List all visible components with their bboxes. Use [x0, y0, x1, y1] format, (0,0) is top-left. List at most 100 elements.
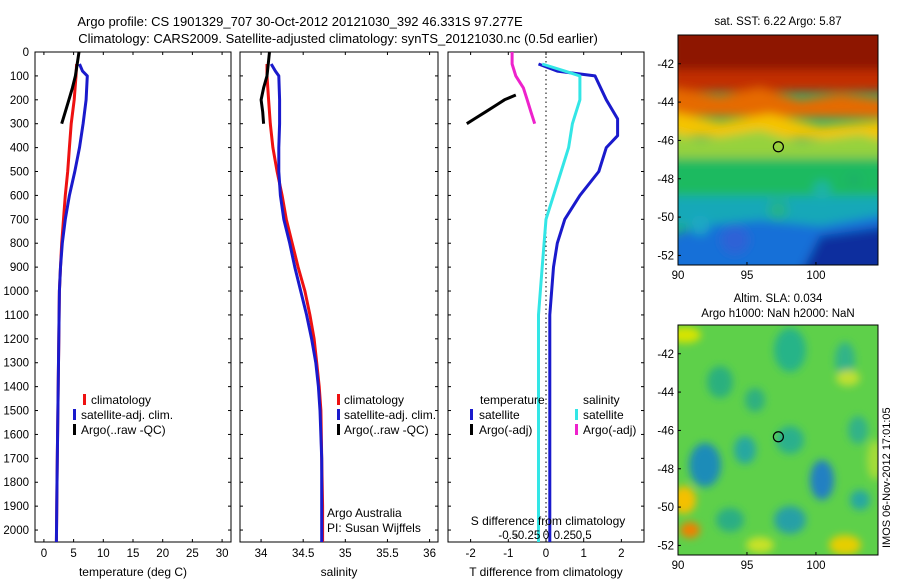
x-tick-layer: 0 5 10 15 20 25 30 34 34.5 35 35.5 36 -2 -1 0 1 2 -0.5-0.…	[41, 52, 625, 560]
depth-tick-label: 900	[10, 262, 29, 274]
figure-title-line2: Climatology: CARS2009. Satellite-adjuste…	[78, 31, 598, 46]
legend-swatch-satellite	[73, 409, 76, 420]
imos-timestamp-label: IMOS 06-Nov-2012 17:01:05	[881, 407, 893, 548]
depth-tick-label: 200	[10, 95, 29, 107]
depth-tick-label: 700	[10, 214, 29, 226]
series-line-satellite-temperature	[537, 62, 620, 542]
legend-label-temp-satellite: satellite	[479, 408, 520, 422]
legend-header-temperature: temperature	[480, 393, 545, 407]
depth-axis: 0 100 200 300 400 500 600 700 800 900 1000 1100 1200…	[3, 47, 644, 537]
x-tick-label: -2	[465, 548, 475, 560]
s-diff-tick-label: 0	[543, 530, 549, 542]
map-y-tick-label: -52	[657, 250, 674, 262]
sla-map-title-line2: Argo h1000: NaN h2000: NaN	[701, 308, 854, 320]
x-tick-label: 34.5	[292, 548, 314, 560]
salinity-legend: climatology satellite-adj. clim. Argo(..…	[337, 393, 436, 437]
t-difference-xlabel: T difference from climatology	[469, 565, 623, 579]
map-y-tick-label: -52	[657, 540, 674, 552]
legend-swatch-climatology	[83, 394, 86, 405]
legend-label-sal-argo: Argo(-adj)	[583, 423, 636, 437]
x-tick-label: 5	[70, 548, 76, 560]
map-y-tick-label: -42	[657, 59, 674, 71]
x-tick-label: 25	[186, 548, 199, 560]
depth-tick-label: 0	[23, 47, 29, 59]
sst-map-image	[678, 35, 878, 265]
x-tick-label: 10	[97, 548, 110, 560]
depth-tick-label: 1800	[3, 477, 29, 489]
map-x-tick-label: 95	[741, 270, 754, 282]
argo-position-marker-sla	[772, 431, 784, 443]
legend-label-satellite: satellite-adj. clim.	[81, 408, 173, 422]
x-tick-label: 35.5	[376, 548, 398, 560]
map-y-tick-label: -48	[657, 464, 674, 476]
series-line-satellite-adj-clim	[269, 63, 324, 542]
map-y-tick-label: -50	[657, 212, 674, 224]
annotation-argo-australia: Argo Australia	[327, 506, 402, 520]
difference-legend: temperature salinity satellite Argo(-adj…	[470, 393, 636, 437]
depth-tick-label: 1400	[3, 382, 29, 394]
series-line-argo-adj-salinity	[510, 52, 537, 125]
x-tick-label: 35	[339, 548, 352, 560]
map-y-tick-label: -46	[657, 425, 674, 437]
map-x-tick-label: 100	[806, 270, 825, 282]
x-tick-label: 2	[618, 548, 624, 560]
sla-map-frame	[677, 324, 879, 556]
legend-swatch-temp-argo	[470, 424, 473, 435]
legend-swatch-argo	[73, 424, 76, 435]
temperature-panel-frame	[34, 51, 232, 543]
series-line-argo-raw-qc	[60, 51, 81, 125]
depth-tick-label: 1100	[4, 310, 29, 322]
legend-label-satellite: satellite-adj. clim.	[344, 408, 436, 422]
legend-label-climatology: climatology	[344, 393, 404, 407]
x-tick-label: 20	[156, 548, 169, 560]
depth-tick-label: 100	[10, 71, 29, 83]
sla-map-image	[678, 325, 878, 555]
sst-map-title: sat. SST: 6.22 Argo: 5.87	[714, 16, 841, 28]
sla-map-title-line1: Altim. SLA: 0.034	[734, 293, 823, 305]
salinity-xlabel: salinity	[321, 565, 358, 579]
x-tick-label: 0	[41, 548, 47, 560]
figure-title-line1: Argo profile: CS 1901329_707 30-Oct-2012…	[77, 14, 523, 29]
s-diff-tick-label: -0.25	[514, 530, 540, 542]
map-y-tick-label: -42	[657, 349, 674, 361]
salinity-panel-frame	[239, 51, 439, 543]
s-difference-xlabel: S difference from climatology	[471, 514, 626, 528]
map-y-tick-label: -46	[657, 135, 674, 147]
s-diff-tick-label: -0.5	[498, 530, 518, 542]
x-tick-label: 1	[580, 548, 586, 560]
depth-tick-label: 600	[10, 190, 29, 202]
legend-swatch-argo	[337, 424, 340, 435]
legend-header-salinity: salinity	[583, 393, 620, 407]
map-x-tick-label: 90	[672, 270, 685, 282]
series-line-satellite-adj-clim	[54, 63, 89, 543]
annotation-pi: PI: Susan Wijffels	[327, 521, 421, 535]
depth-tick-label: 2000	[3, 525, 29, 537]
depth-tick-label: 800	[10, 238, 29, 250]
depth-tick-label: 1000	[3, 286, 29, 298]
depth-tick-label: 1300	[3, 358, 29, 370]
argo-position-marker-sst	[772, 141, 784, 153]
map-x-tick-label: 100	[806, 560, 825, 572]
map-y-tick-label: -44	[657, 387, 674, 399]
series-line-satellite-salinity	[537, 62, 582, 542]
legend-swatch-temp-satellite	[470, 409, 473, 420]
depth-tick-label: 500	[10, 167, 29, 179]
depth-tick-label: 1600	[3, 429, 29, 441]
difference-panel-frame	[447, 51, 645, 543]
temperature-legend: climatology satellite-adj. clim. Argo(..…	[73, 393, 173, 437]
series-layer	[54, 51, 620, 543]
s-diff-tick-label: 0.5	[576, 530, 592, 542]
legend-label-climatology: climatology	[91, 393, 151, 407]
legend-label-sal-satellite: satellite	[583, 408, 624, 422]
legend-label-argo: Argo(..raw -QC)	[81, 423, 166, 437]
x-tick-label: 30	[216, 548, 229, 560]
legend-label-argo: Argo(..raw -QC)	[344, 423, 429, 437]
x-tick-label: 36	[423, 548, 436, 560]
series-line-climatology	[265, 64, 325, 542]
s-diff-tick-label: 0.25	[554, 530, 576, 542]
depth-tick-label: 1700	[3, 453, 29, 465]
sla-map-ticks: 90 95 100 -42 -44 -46 -48 -50 -52	[657, 349, 825, 572]
series-line-argo-adj-temperature	[465, 93, 517, 125]
legend-label-temp-argo: Argo(-adj)	[479, 423, 532, 437]
